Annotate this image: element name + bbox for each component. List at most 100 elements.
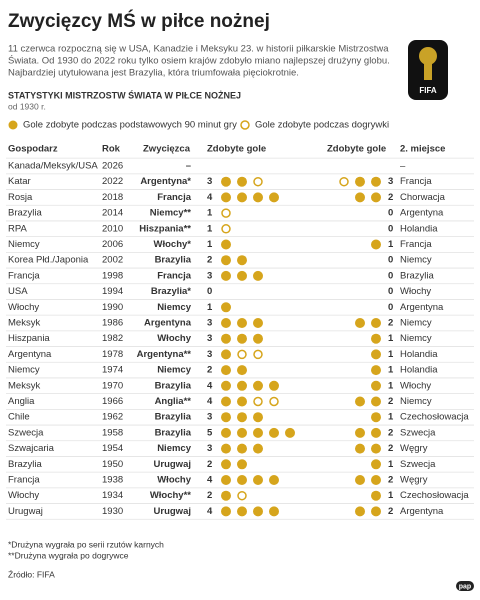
regular-goal (371, 239, 381, 250)
regular-goal (237, 365, 247, 376)
logo-text: FIFA (419, 86, 437, 95)
runner-up: Niemcy (400, 318, 432, 329)
winner: Niemcy (157, 443, 192, 454)
legend-regular: Gole zdobyte podczas podstawowych 90 min… (23, 120, 237, 131)
extra-time-goal (221, 208, 231, 218)
regular-goal (221, 302, 231, 313)
winner-goals: 3 (207, 333, 212, 344)
regular-goal (269, 380, 279, 391)
host: Argentyna (8, 349, 52, 360)
legend-regular-swatch (8, 120, 18, 130)
winner-goals: 0 (207, 286, 212, 297)
agency-logo (456, 581, 474, 591)
year: 1978 (102, 349, 123, 360)
regular-goal (221, 506, 231, 517)
winner-goals: 4 (207, 475, 213, 486)
runner-up: Niemcy (400, 396, 432, 407)
year: 1954 (102, 443, 123, 454)
winner-goals: 1 (207, 223, 213, 234)
winner: Argentyna* (140, 176, 191, 187)
regular-goal (371, 380, 381, 391)
regular-goal (237, 380, 247, 391)
regular-goal (221, 270, 231, 281)
year: 1938 (102, 475, 123, 486)
regular-goal (221, 396, 231, 407)
year: 2022 (102, 176, 123, 187)
regular-goal (355, 192, 365, 203)
runner-up-goals: 0 (388, 286, 393, 297)
runner-up: Holandia (400, 223, 438, 234)
runner-up-goals: 1 (388, 349, 394, 360)
regular-goal (221, 365, 231, 376)
intro-line: 11 czerwca rozpoczną się w USA, Kanadzie… (8, 44, 389, 55)
column-header: 2. miejsce (400, 144, 445, 155)
year: 2018 (102, 192, 123, 203)
regular-goal (285, 427, 295, 438)
runner-up: Chorwacja (400, 192, 446, 203)
regular-goal (355, 475, 365, 485)
runner-up-goals: 3 (388, 176, 393, 187)
winner: Niemcy** (150, 208, 191, 219)
regular-goal (371, 412, 381, 423)
runner-up-goals: 1 (388, 365, 394, 376)
winner-goals: 2 (207, 365, 212, 376)
regular-goal (371, 443, 381, 454)
runner-up: Francja (400, 239, 432, 250)
host: Kanada/Meksyk/USA (8, 161, 98, 172)
runner-up-goals: 0 (388, 255, 393, 266)
year: 1994 (102, 286, 123, 297)
regular-goal (253, 427, 263, 438)
runner-up-goals: 1 (388, 459, 394, 470)
winner-goals: 3 (207, 270, 212, 281)
runner-up: Francja (400, 176, 432, 187)
runner-up: Niemcy (400, 255, 432, 266)
winner: Hiszpania** (139, 223, 191, 234)
regular-goal (237, 427, 247, 438)
regular-goal (269, 506, 279, 517)
runner-up-goals: 1 (388, 333, 394, 344)
winner: Niemcy (157, 365, 192, 376)
regular-goal (253, 380, 263, 391)
host: Meksyk (8, 380, 40, 391)
host: Chile (8, 412, 30, 423)
year: 1966 (102, 396, 123, 407)
host: Korea Płd./Japonia (8, 255, 89, 266)
regular-goal (355, 506, 365, 517)
regular-goal (269, 192, 279, 203)
regular-goal (221, 475, 231, 485)
regular-goal (371, 427, 381, 438)
extra-time-goal (253, 349, 263, 360)
runner-up-goals: 1 (388, 490, 394, 501)
runner-up: Holandia (400, 349, 438, 360)
regular-goal (221, 459, 231, 470)
host: Włochy (8, 490, 39, 501)
regular-goal (355, 443, 365, 454)
winner: Niemcy (157, 302, 192, 313)
year: 1962 (102, 412, 123, 423)
regular-goal (269, 475, 279, 485)
year: 1974 (102, 365, 123, 376)
extra-time-goal (269, 396, 279, 407)
footnote: **Drużyna wygrała po dogrywce (8, 550, 129, 560)
regular-goal (371, 176, 381, 187)
regular-goal (237, 443, 247, 454)
runner-up: Węgry (400, 443, 428, 454)
regular-goal (237, 459, 247, 470)
regular-goal (371, 459, 381, 470)
regular-goal (253, 192, 263, 203)
host: Urugwaj (8, 506, 43, 517)
runner-up-goals: 0 (388, 208, 393, 219)
winner-goals: 2 (207, 255, 212, 266)
regular-goal (221, 192, 231, 203)
year: 1950 (102, 459, 123, 470)
runner-up-goals: 0 (388, 302, 393, 313)
runner-up: Węgry (400, 475, 428, 486)
extra-time-goal (221, 224, 231, 234)
regular-goal (237, 506, 247, 517)
runner-up: Argentyna (400, 208, 444, 219)
regular-goal (371, 349, 381, 360)
regular-goal (221, 333, 231, 344)
host: Anglia (8, 396, 35, 407)
regular-goal (221, 380, 231, 391)
